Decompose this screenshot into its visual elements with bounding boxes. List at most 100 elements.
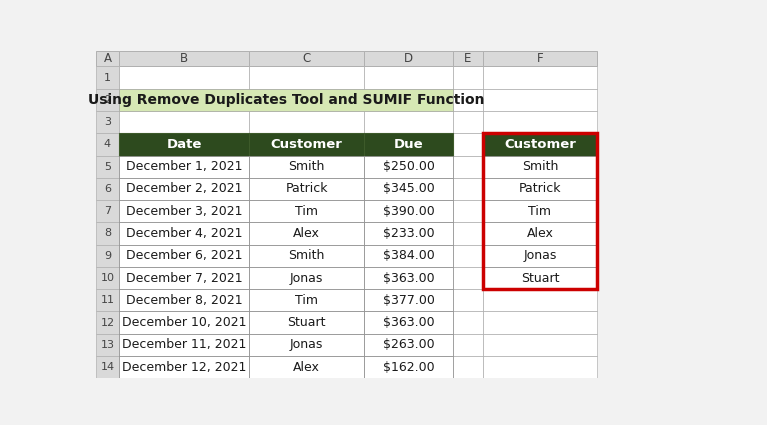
Text: $377.00: $377.00 xyxy=(383,294,435,307)
Bar xyxy=(249,334,364,356)
Text: Jonas: Jonas xyxy=(523,249,557,262)
Bar xyxy=(249,222,364,245)
Bar xyxy=(364,334,453,356)
Text: $384.00: $384.00 xyxy=(383,249,434,262)
Bar xyxy=(482,178,597,200)
Bar xyxy=(96,66,119,89)
Bar xyxy=(119,245,249,267)
Text: December 11, 2021: December 11, 2021 xyxy=(122,338,246,351)
Text: Smith: Smith xyxy=(522,160,558,173)
Bar xyxy=(119,51,249,66)
Bar xyxy=(119,334,249,356)
Text: 1: 1 xyxy=(104,73,111,82)
Text: 11: 11 xyxy=(100,295,114,305)
Bar xyxy=(482,312,597,334)
Bar xyxy=(364,289,453,312)
Text: December 7, 2021: December 7, 2021 xyxy=(126,272,242,284)
Text: December 8, 2021: December 8, 2021 xyxy=(126,294,242,307)
Bar xyxy=(364,178,453,200)
Bar xyxy=(119,111,249,133)
Bar xyxy=(482,89,597,111)
Text: Customer: Customer xyxy=(271,138,343,151)
Bar xyxy=(364,222,453,245)
Bar xyxy=(364,245,453,267)
Text: $162.00: $162.00 xyxy=(383,360,434,374)
Bar xyxy=(249,133,364,156)
Bar xyxy=(119,89,249,111)
Bar xyxy=(96,133,119,156)
Text: 6: 6 xyxy=(104,184,111,194)
Text: 14: 14 xyxy=(100,362,114,372)
Bar xyxy=(364,178,453,200)
Bar xyxy=(482,200,597,222)
Bar xyxy=(119,133,249,156)
Text: A: A xyxy=(104,52,111,65)
Bar xyxy=(482,222,597,245)
Bar xyxy=(482,222,597,245)
Bar xyxy=(482,156,597,178)
Bar xyxy=(364,289,453,312)
Text: Tim: Tim xyxy=(295,205,318,218)
Text: December 3, 2021: December 3, 2021 xyxy=(126,205,242,218)
Bar xyxy=(119,156,249,178)
Bar xyxy=(249,51,364,66)
Bar xyxy=(96,156,119,178)
Bar xyxy=(364,200,453,222)
Bar xyxy=(96,356,119,378)
Text: 13: 13 xyxy=(100,340,114,350)
Text: December 1, 2021: December 1, 2021 xyxy=(126,160,242,173)
Bar xyxy=(482,156,597,178)
Bar xyxy=(96,178,119,200)
Bar xyxy=(453,289,482,312)
Bar xyxy=(482,111,597,133)
Bar xyxy=(119,312,249,334)
Bar xyxy=(482,267,597,289)
Text: F: F xyxy=(537,52,543,65)
Bar xyxy=(364,200,453,222)
Bar xyxy=(482,178,597,200)
Bar xyxy=(249,89,364,111)
Text: Alex: Alex xyxy=(293,360,320,374)
Bar xyxy=(364,66,453,89)
Text: December 12, 2021: December 12, 2021 xyxy=(122,360,246,374)
Text: $250.00: $250.00 xyxy=(383,160,435,173)
Bar xyxy=(482,51,597,66)
Text: Smith: Smith xyxy=(288,160,325,173)
Bar xyxy=(364,133,453,156)
Bar xyxy=(119,267,249,289)
Bar xyxy=(96,89,119,111)
Bar xyxy=(249,200,364,222)
Text: Alex: Alex xyxy=(293,227,320,240)
Bar xyxy=(453,245,482,267)
Bar xyxy=(364,312,453,334)
Text: $390.00: $390.00 xyxy=(383,205,434,218)
Text: 8: 8 xyxy=(104,229,111,238)
Bar xyxy=(453,312,482,334)
Bar xyxy=(119,133,249,156)
Bar xyxy=(119,267,249,289)
Text: December 2, 2021: December 2, 2021 xyxy=(126,182,242,196)
Bar xyxy=(249,312,364,334)
Bar xyxy=(249,66,364,89)
Text: 3: 3 xyxy=(104,117,111,127)
Text: December 4, 2021: December 4, 2021 xyxy=(126,227,242,240)
Bar xyxy=(364,51,453,66)
Bar xyxy=(119,66,249,89)
Bar xyxy=(119,178,249,200)
Bar xyxy=(249,200,364,222)
Text: $233.00: $233.00 xyxy=(383,227,434,240)
Text: E: E xyxy=(464,52,472,65)
Bar xyxy=(482,267,597,289)
Bar xyxy=(453,200,482,222)
Bar xyxy=(96,51,119,66)
Text: Customer: Customer xyxy=(504,138,576,151)
Bar xyxy=(249,356,364,378)
Bar xyxy=(364,267,453,289)
Bar xyxy=(249,156,364,178)
Text: Patrick: Patrick xyxy=(285,182,328,196)
Bar xyxy=(364,133,453,156)
Text: Smith: Smith xyxy=(288,249,325,262)
Bar xyxy=(482,356,597,378)
Bar xyxy=(364,356,453,378)
Text: 5: 5 xyxy=(104,162,111,172)
